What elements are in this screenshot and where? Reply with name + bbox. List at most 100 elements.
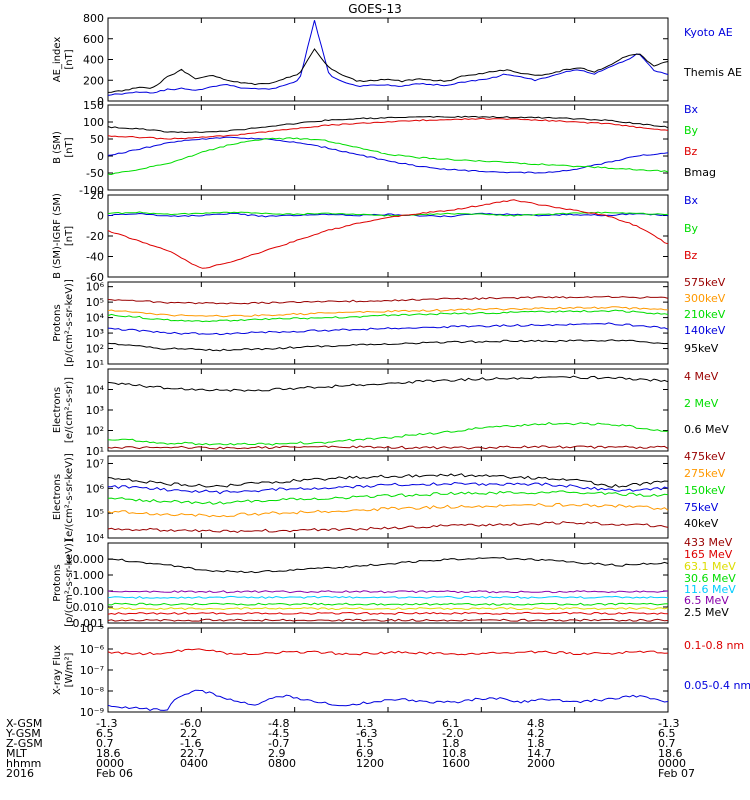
- panel-frame: [107, 17, 669, 102]
- footer-value: 0.7: [96, 737, 114, 750]
- series-line-kyoto-ae: [107, 20, 669, 96]
- y-axis-label: [p/(cm²-s-sr-keV)]: [64, 539, 75, 627]
- footer-value: 18.6: [96, 747, 121, 760]
- legend-label: 433 MeV: [684, 536, 733, 549]
- y-tick-label: 0: [97, 95, 104, 108]
- legend-label: 30.6 MeV: [684, 572, 736, 585]
- footer-value: 2.9: [268, 747, 286, 760]
- y-tick-label: 400: [83, 54, 104, 67]
- footer-value: 4.8: [527, 717, 545, 730]
- legend-label: 0.1-0.8 nm: [684, 639, 744, 652]
- footer-value: 1.3: [356, 717, 374, 730]
- y-axis-label: Electrons: [52, 387, 63, 433]
- footer-row-label: Z-GSM: [6, 737, 43, 750]
- legend-label: Bx: [684, 194, 699, 207]
- y-tick-label: -50: [86, 167, 104, 180]
- series-line-210kev: [107, 309, 669, 323]
- legend-label: 210keV: [684, 308, 726, 321]
- footer-value: 6.5: [658, 727, 676, 740]
- series-line-40kev: [107, 473, 669, 488]
- y-tick-label: -40: [86, 251, 104, 264]
- footer-value: -1.3: [658, 717, 680, 730]
- footer-value: 4.2: [527, 727, 545, 740]
- y-tick-label: 10⁻⁶: [80, 643, 105, 656]
- y-tick-label: 100: [83, 116, 104, 129]
- y-tick-label: 0.100: [73, 585, 105, 598]
- legend-label: 63.1 MeV: [684, 560, 736, 573]
- legend-label: Themis AE: [683, 66, 742, 79]
- footer-value: 22.7: [180, 747, 205, 760]
- series-line-75kev: [107, 481, 669, 495]
- panel-frame: [107, 542, 669, 624]
- footer-value: 0000: [658, 757, 686, 770]
- legend-label: 0.6 MeV: [684, 423, 729, 436]
- y-tick-label: 0: [97, 150, 104, 163]
- series-line-95kev: [107, 339, 669, 352]
- series-line-11-6-mev: [107, 595, 669, 599]
- y-tick-label: 150: [83, 99, 104, 112]
- series-line-475kev: [107, 521, 669, 534]
- y-tick-label: 10⁴: [86, 532, 105, 545]
- legend-label: By: [684, 124, 699, 137]
- y-tick-label: 0.001: [73, 617, 105, 630]
- y-tick-label: 10⁻⁸: [80, 685, 105, 698]
- y-tick-label: 200: [83, 74, 104, 87]
- footer-value: 1.5: [356, 737, 374, 750]
- y-tick-label: 10.000: [66, 553, 105, 566]
- y-axis-label: AE_index: [52, 37, 63, 83]
- y-tick-label: 20: [90, 189, 104, 202]
- y-axis-label: Electrons: [52, 474, 63, 520]
- series-line-2-5-mev: [107, 556, 669, 574]
- series-line-30-6-mev: [107, 602, 669, 606]
- y-tick-label: 50: [90, 133, 104, 146]
- series-line-2-mev: [107, 422, 669, 446]
- series-line-0-6-mev: [107, 375, 669, 392]
- legend-label: Bmag: [684, 166, 716, 179]
- y-axis-label: [nT]: [64, 137, 75, 157]
- legend-label: 11.6 MeV: [684, 583, 736, 596]
- legend-label: 0.05-0.4 nm: [684, 679, 750, 692]
- series-line-bx: [107, 212, 669, 218]
- footer-value: -1.6: [180, 737, 202, 750]
- footer-value: 1.8: [527, 737, 545, 750]
- legend-label: 40keV: [684, 517, 719, 530]
- series-line-themis-ae: [107, 48, 669, 93]
- series-line-bz: [107, 117, 669, 140]
- panel-frame: [107, 455, 669, 539]
- y-tick-label: 10⁻⁵: [80, 622, 104, 635]
- footer-value: 6.1: [442, 717, 460, 730]
- series-line-433-mev: [107, 618, 669, 622]
- y-tick-label: 10⁻⁷: [80, 664, 104, 677]
- footer-row-label: hhmm: [6, 757, 42, 770]
- y-axis-label: X-ray Flux: [52, 645, 63, 695]
- footer-value: -0.7: [268, 737, 290, 750]
- panel-frame: [107, 281, 669, 365]
- legend-label: Kyoto AE: [684, 26, 733, 39]
- panel-frame: [107, 368, 669, 452]
- y-tick-label: -20: [86, 230, 104, 243]
- footer-value: 18.6: [658, 747, 683, 760]
- y-tick-label: -60: [86, 271, 104, 284]
- series-line-bmag: [107, 115, 669, 134]
- y-tick-label: -100: [79, 184, 104, 197]
- legend-label: Bz: [684, 249, 698, 262]
- footer-value: Feb 07: [658, 767, 695, 780]
- footer-value: -6.3: [356, 727, 378, 740]
- y-tick-label: 10⁴: [86, 384, 105, 397]
- footer-value: 14.7: [527, 747, 552, 760]
- y-axis-label: [W/m²]: [64, 652, 75, 687]
- series-line-275kev: [107, 502, 669, 518]
- legend-label: 4 MeV: [684, 370, 719, 383]
- legend-label: Bx: [684, 103, 699, 116]
- footer-value: 0800: [268, 757, 296, 770]
- footer-row-label: Y-GSM: [6, 727, 41, 740]
- series-line-165-mev: [107, 611, 669, 615]
- series-line-6-5-mev: [107, 590, 669, 594]
- footer-value: -2.0: [442, 727, 464, 740]
- legend-label: Bz: [684, 145, 698, 158]
- y-tick-label: 10²: [86, 425, 104, 438]
- series-line-0-05-0-4-nm: [107, 689, 669, 711]
- footer-value: 0000: [96, 757, 124, 770]
- y-tick-label: 800: [83, 12, 104, 25]
- page-title: GOES-13: [348, 2, 402, 16]
